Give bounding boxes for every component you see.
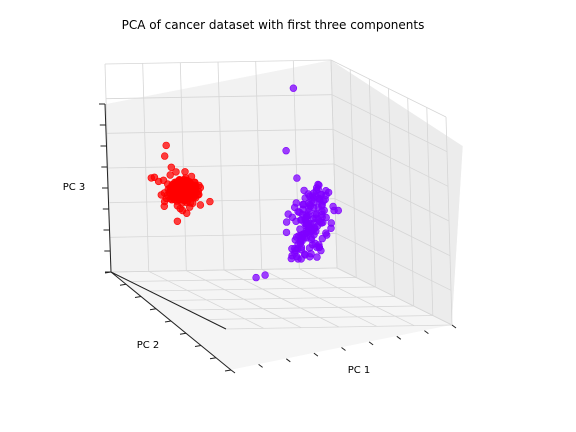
data-point <box>291 203 299 212</box>
data-point <box>334 206 342 215</box>
data-point <box>288 245 296 253</box>
data-point <box>206 197 214 206</box>
x-tick <box>230 369 236 374</box>
x-tick <box>451 324 457 329</box>
data-point <box>186 191 194 200</box>
data-point <box>292 217 300 226</box>
grid-line <box>445 116 453 326</box>
data-point <box>161 152 169 160</box>
y-tick <box>164 320 172 323</box>
grid-line <box>225 324 453 330</box>
data-point <box>284 210 292 218</box>
data-point <box>287 254 295 263</box>
grid-line <box>104 59 332 65</box>
data-point <box>167 163 176 172</box>
data-point <box>322 213 330 222</box>
y-tick <box>119 283 127 286</box>
data-point <box>318 234 326 243</box>
data-point <box>172 168 180 176</box>
y-tick <box>194 345 202 347</box>
data-point <box>329 202 337 211</box>
data-point <box>314 216 323 224</box>
data-point <box>252 273 260 282</box>
data-point <box>289 84 298 92</box>
data-point <box>167 183 176 191</box>
x-tick <box>285 358 291 363</box>
data-point <box>166 171 174 179</box>
grid-line <box>331 94 448 153</box>
data-points <box>147 84 342 282</box>
y-axis-label: PC 2 <box>137 340 160 351</box>
data-point <box>308 227 316 236</box>
data-point <box>327 224 335 233</box>
data-point <box>154 177 163 186</box>
x-tick <box>424 330 429 335</box>
data-point <box>160 202 169 211</box>
x-tick <box>258 363 263 368</box>
x-tick <box>341 347 346 351</box>
y-tick <box>134 296 142 298</box>
grid-line <box>148 270 264 329</box>
data-point <box>318 201 326 209</box>
data-point <box>173 217 182 226</box>
y-tick <box>209 357 217 360</box>
data-point <box>282 147 290 155</box>
grid-line <box>330 59 447 118</box>
y-tick <box>179 332 187 335</box>
x-tick <box>396 335 402 340</box>
data-point <box>178 182 187 190</box>
data-point <box>292 233 301 241</box>
data-point <box>313 253 321 261</box>
x-axis-line <box>110 271 227 330</box>
data-point <box>261 271 269 279</box>
data-point <box>322 229 330 237</box>
data-point <box>162 141 170 150</box>
x-axis-label: PC 1 <box>348 365 371 376</box>
data-point <box>293 174 301 182</box>
data-point <box>324 188 333 197</box>
data-point <box>196 201 205 209</box>
grid-line <box>105 94 333 100</box>
z-axis-label: PC 3 <box>63 182 86 193</box>
axis-lines <box>99 103 457 374</box>
x-tick <box>313 352 319 357</box>
data-point <box>296 225 304 233</box>
data-point <box>282 218 291 226</box>
data-point <box>302 215 310 223</box>
x-tick <box>368 341 374 346</box>
y-tick <box>149 308 157 311</box>
data-point <box>300 201 308 209</box>
data-point <box>314 180 322 189</box>
data-point <box>183 209 191 218</box>
chart-title: PCA of cancer dataset with first three c… <box>122 18 425 32</box>
data-point <box>310 203 318 212</box>
data-point <box>316 190 325 199</box>
y-tick <box>224 369 232 372</box>
data-point <box>181 168 189 176</box>
data-point <box>300 186 308 195</box>
data-point <box>282 228 291 237</box>
